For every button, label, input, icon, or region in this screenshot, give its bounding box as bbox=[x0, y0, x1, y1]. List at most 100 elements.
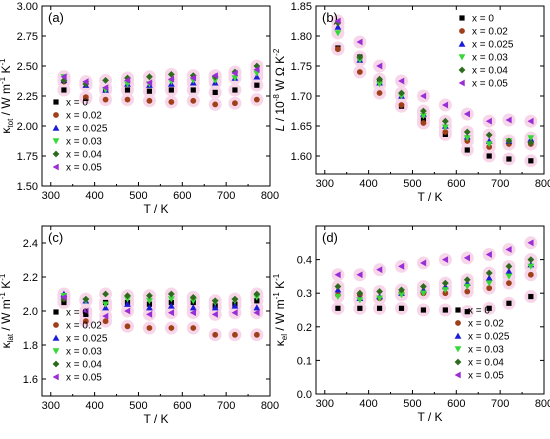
series-4 bbox=[334, 263, 535, 304]
y-tick-label: 2.2 bbox=[23, 272, 38, 284]
data-point bbox=[232, 87, 238, 93]
data-point bbox=[167, 71, 175, 78]
legend-marker bbox=[454, 371, 461, 379]
x-tick-label: 300 bbox=[316, 398, 334, 410]
data-point bbox=[505, 273, 513, 280]
data-point bbox=[82, 318, 89, 325]
legend-entry: x = 0.04 bbox=[66, 150, 102, 161]
data-point bbox=[486, 285, 493, 292]
data-point bbox=[146, 311, 153, 318]
x-tick-label: 800 bbox=[261, 400, 279, 412]
data-point bbox=[420, 120, 427, 126]
legend-entry: x = 0.025 bbox=[66, 124, 108, 135]
data-point bbox=[441, 117, 449, 125]
data-point bbox=[376, 266, 383, 274]
data-point bbox=[102, 290, 109, 298]
data-point bbox=[212, 101, 219, 108]
legend-entry: x = 0.03 bbox=[468, 345, 504, 356]
legend-marker bbox=[52, 360, 60, 368]
data-point bbox=[124, 87, 131, 93]
data-point bbox=[60, 77, 68, 84]
data-point bbox=[463, 128, 471, 136]
data-point bbox=[253, 294, 261, 301]
x-tick-label: 300 bbox=[42, 400, 60, 412]
legend: x = 0 x = 0.02 x = 0.025 x = 0.03 x = 0.04 x … bbox=[454, 306, 510, 382]
plot-frame bbox=[315, 225, 545, 395]
data-point bbox=[506, 280, 512, 287]
chart-panel-2: 300 400 500 600 700 800 1.60 1.65 1.70 1.75 1.80 1.… bbox=[272, 1, 550, 204]
x-tick-label: 500 bbox=[129, 190, 147, 202]
legend-marker bbox=[52, 163, 59, 171]
data-point bbox=[441, 287, 449, 294]
data-point bbox=[167, 296, 175, 303]
data-point bbox=[231, 295, 239, 303]
data-point bbox=[398, 102, 405, 108]
data-point bbox=[146, 79, 153, 87]
data-point bbox=[442, 129, 449, 135]
data-point bbox=[253, 331, 260, 338]
data-point bbox=[420, 117, 427, 123]
series-6 bbox=[60, 66, 260, 91]
data-point bbox=[486, 305, 492, 311]
data-point bbox=[398, 292, 405, 299]
data-point bbox=[102, 318, 109, 325]
x-tick-label: 600 bbox=[447, 398, 465, 410]
data-point bbox=[505, 262, 513, 270]
data-point bbox=[189, 309, 196, 317]
data-point bbox=[253, 309, 260, 317]
data-point bbox=[146, 304, 153, 311]
legend-entry: x = 0.03 bbox=[66, 347, 102, 358]
data-point bbox=[334, 23, 342, 30]
panel-label: (b) bbox=[322, 10, 338, 25]
data-point bbox=[102, 312, 109, 320]
panel-label: (a) bbox=[48, 10, 64, 25]
y-tick-label: 0.3 bbox=[297, 288, 312, 300]
y-tick-label: 2.75 bbox=[17, 31, 38, 43]
data-point bbox=[505, 267, 513, 275]
data-point bbox=[356, 271, 363, 279]
x-tick-label: 500 bbox=[403, 178, 421, 190]
y-tick-label: 1.65 bbox=[291, 121, 312, 133]
y-tick-label: 1.80 bbox=[291, 31, 312, 43]
data-point bbox=[190, 325, 197, 331]
plot-frame bbox=[315, 5, 545, 175]
y-tick-label: 1.85 bbox=[291, 1, 312, 13]
data-point bbox=[189, 304, 197, 311]
x-tick-label: 400 bbox=[359, 398, 377, 410]
data-point bbox=[376, 75, 383, 83]
data-point bbox=[212, 89, 218, 95]
data-point bbox=[190, 87, 196, 93]
data-point bbox=[254, 82, 260, 88]
series-6 bbox=[334, 17, 534, 125]
legend-marker bbox=[458, 66, 466, 74]
data-point bbox=[356, 289, 364, 297]
x-tick-label: 400 bbox=[85, 190, 103, 202]
data-point bbox=[102, 301, 109, 308]
series-2 bbox=[61, 294, 260, 338]
y-axis-title: κel / W m-1 K-1 bbox=[272, 273, 289, 346]
y-tick-label: 3.00 bbox=[17, 1, 38, 13]
data-point bbox=[167, 290, 175, 298]
legend-entry: x = 0.04 bbox=[66, 360, 102, 371]
legend: x = 0 x = 0.02 x = 0.025 x = 0.03 x = 0.04 x … bbox=[52, 98, 108, 174]
legend-entry: x = 0.03 bbox=[472, 53, 508, 64]
data-point bbox=[376, 90, 383, 96]
data-point bbox=[167, 309, 175, 317]
data-point bbox=[420, 283, 427, 290]
x-tick-label: 700 bbox=[217, 400, 235, 412]
data-point bbox=[442, 307, 448, 313]
legend-marker bbox=[52, 348, 60, 355]
data-point bbox=[146, 88, 153, 94]
data-point bbox=[124, 292, 131, 300]
legend-entry: x = 0.02 bbox=[66, 111, 102, 122]
data-point bbox=[82, 295, 90, 303]
data-point bbox=[124, 307, 131, 315]
data-point bbox=[335, 46, 341, 53]
data-point bbox=[60, 73, 67, 81]
y-tick-label: 1.70 bbox=[291, 91, 312, 103]
legend-marker bbox=[53, 99, 59, 105]
chart-panel-4: 300 400 500 600 700 800 0.0 0.1 0.2 0.3 0.4 T / K κe… bbox=[272, 225, 550, 424]
y-tick-label: 2.4 bbox=[23, 238, 38, 250]
data-point bbox=[334, 17, 341, 25]
